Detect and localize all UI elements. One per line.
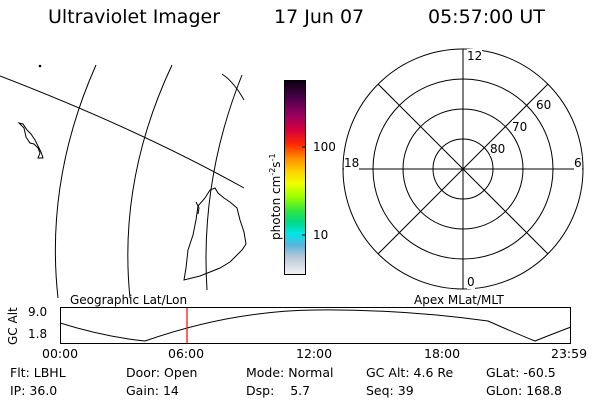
status-glat: GLat: -60.5	[486, 365, 556, 380]
mlt-label-18: 18	[344, 156, 360, 170]
coastline	[195, 201, 200, 215]
altitude-curve	[60, 309, 572, 342]
status-ip: IP: 36.0	[10, 383, 58, 398]
time-tick-0600: 06:00	[168, 346, 205, 361]
image-date: 17 Jun 07	[274, 6, 365, 28]
latitude-line	[205, 74, 243, 291]
latitude-line	[221, 73, 245, 101]
status-mode: Mode: Normal	[246, 365, 334, 380]
status-gain: Gain: 14	[126, 383, 179, 398]
time-tick-0000: 00:00	[42, 346, 79, 361]
altitude-tick-low: 1.8	[28, 327, 48, 341]
colorbar-tick-100: 100	[313, 140, 336, 154]
status-gc-alt: GC Alt: 4.6 Re	[366, 365, 454, 380]
geographic-label: Geographic Lat/Lon	[70, 293, 188, 307]
status-door: Door: Open	[126, 365, 198, 380]
altitude-tick-high: 9.0	[28, 305, 48, 319]
latitude-line	[54, 64, 97, 299]
polar-mlat-mlt-plot	[342, 48, 584, 290]
latitude-line	[127, 64, 173, 299]
mlt-label-0: 0	[467, 275, 475, 289]
mlat-label-70: 70	[512, 120, 528, 134]
mlat-label-60: 60	[536, 98, 552, 112]
image-time: 05:57:00 UT	[428, 6, 545, 28]
geographic-map	[0, 64, 247, 299]
coastline	[17, 122, 44, 159]
status-seq: Seq: 39	[366, 383, 414, 398]
apex-label: Apex MLat/MLT	[414, 293, 504, 307]
status-flt: Flt: LBHL	[10, 365, 66, 380]
intensity-colorbar	[284, 80, 306, 275]
time-tick-2359: 23:59	[551, 346, 588, 361]
time-tick-1800: 18:00	[424, 346, 461, 361]
coastline	[183, 187, 247, 281]
colorbar-tick-10: 10	[313, 228, 329, 242]
altitude-timeline-plot	[60, 307, 572, 344]
time-tick-1200: 12:00	[296, 346, 333, 361]
status-dsp: Dsp: 5.7	[246, 383, 311, 398]
mlat-label-80: 80	[490, 142, 506, 156]
instrument-title: Ultraviolet Imager	[48, 6, 221, 28]
mlt-label-12: 12	[467, 49, 483, 63]
colorbar-units-label: photon cm-2s-1	[268, 153, 283, 240]
longitude-line	[0, 75, 245, 189]
status-glon: GLon: 168.8	[486, 383, 562, 398]
mlt-label-6: 6	[574, 156, 582, 170]
altitude-ylabel: GC Alt	[6, 307, 20, 345]
